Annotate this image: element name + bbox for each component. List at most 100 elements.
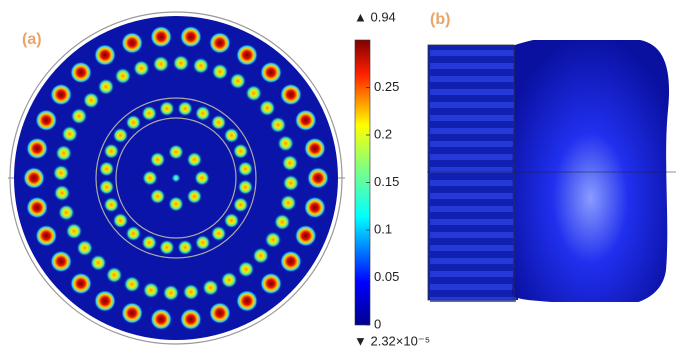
hotspot <box>168 144 184 160</box>
hotspot <box>232 143 249 160</box>
hotspot <box>23 167 45 189</box>
hotspot <box>279 194 297 212</box>
hotspot <box>94 289 116 312</box>
hotspot <box>182 283 200 301</box>
hotspot <box>98 179 115 196</box>
hotspot <box>186 151 203 168</box>
colorbar-tick-label: 0.15 <box>374 174 399 189</box>
rod <box>430 258 516 264</box>
hotspot <box>69 272 92 295</box>
hotspot <box>208 31 231 54</box>
hotspot <box>162 284 180 302</box>
rod <box>430 63 516 69</box>
hotspot <box>121 31 144 54</box>
hotspot <box>220 271 238 289</box>
hotspot <box>277 134 295 152</box>
hotspot <box>57 204 75 222</box>
hotspot <box>103 143 120 160</box>
hotspot <box>279 250 302 273</box>
hotspot <box>158 239 175 256</box>
rod <box>430 141 516 147</box>
hotspot <box>125 114 142 131</box>
panel-a <box>8 11 345 345</box>
hotspot <box>149 188 166 205</box>
hotspot <box>97 78 115 96</box>
hotspot <box>269 116 287 134</box>
domain-outline <box>427 44 515 301</box>
hotspot <box>65 222 83 240</box>
panel-label: (b) <box>430 11 450 28</box>
hotspot <box>260 61 283 84</box>
rod <box>430 102 516 108</box>
hotspot <box>264 231 282 249</box>
hotspot <box>26 196 49 219</box>
colorbar-tick-label: 0 <box>374 316 381 331</box>
hotspot <box>121 302 144 325</box>
fluid-volume <box>512 40 670 302</box>
colorbar-max: ▲ 0.94 <box>354 9 396 24</box>
rod <box>430 284 516 290</box>
hotspot <box>171 173 181 183</box>
hotspot <box>282 174 300 192</box>
hotspot <box>245 84 263 102</box>
rod <box>430 154 516 160</box>
hotspot <box>172 54 190 72</box>
hotspot <box>35 224 58 247</box>
rod <box>430 128 516 134</box>
hotspot <box>294 109 317 132</box>
hotspot <box>152 55 170 73</box>
hotspot <box>237 260 255 278</box>
colorbar-tick-label: 0.25 <box>374 79 399 94</box>
hotspot <box>177 100 194 117</box>
ring-boundary <box>115 117 237 239</box>
hotspot <box>141 105 158 122</box>
outer-boundary <box>9 11 343 345</box>
hotspot <box>294 224 317 247</box>
hotspot <box>279 83 302 106</box>
hotspot <box>89 254 107 272</box>
hotspot <box>281 154 299 172</box>
hotspot <box>192 57 210 75</box>
colorbar-tick-label: 0.05 <box>374 269 399 284</box>
rod <box>430 245 516 251</box>
hotspot <box>303 137 326 160</box>
hotspot <box>94 44 116 67</box>
hotspot <box>69 61 92 84</box>
hotspot <box>223 127 240 144</box>
hotspot <box>52 164 70 182</box>
hotspot <box>98 160 115 177</box>
hotspot <box>252 247 270 265</box>
hotspot <box>208 302 231 325</box>
hotspot <box>194 170 210 186</box>
hotspot <box>70 107 88 125</box>
hotspot <box>123 275 141 293</box>
rod <box>430 50 516 56</box>
hotspot <box>223 212 240 229</box>
ring-boundary <box>95 97 257 259</box>
hotspot <box>103 196 120 213</box>
hotspot <box>55 144 73 162</box>
hotspot <box>168 196 184 212</box>
hotspot <box>53 184 71 202</box>
hotspot <box>260 272 283 295</box>
colorbar-min: ▼ 2.32×10⁻⁵ <box>354 333 430 348</box>
panel-b <box>427 40 676 302</box>
hotspot <box>177 239 194 256</box>
rod <box>430 193 516 199</box>
rod <box>430 206 516 212</box>
rod <box>430 219 516 225</box>
colorbar-tick-label: 0.2 <box>374 126 392 141</box>
rod <box>430 297 516 302</box>
rod <box>430 89 516 95</box>
hotspot <box>149 151 166 168</box>
hotspot <box>142 170 158 186</box>
hotspot <box>229 72 247 90</box>
panel-label: (a) <box>22 31 42 48</box>
hotspot <box>125 225 142 242</box>
hotspot <box>307 167 329 189</box>
hotspot <box>61 125 79 143</box>
hotspot <box>50 83 73 106</box>
hotspot <box>112 127 129 144</box>
rod <box>430 115 516 121</box>
hotspot <box>82 91 100 109</box>
